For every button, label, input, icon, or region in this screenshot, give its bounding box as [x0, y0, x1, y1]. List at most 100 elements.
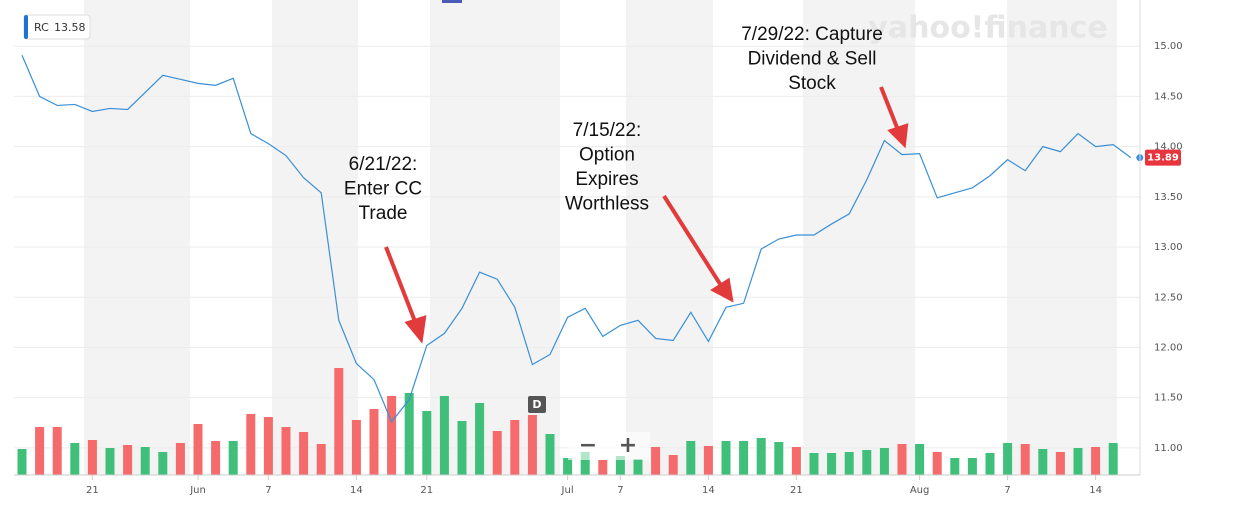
annotation-line: Option	[579, 145, 635, 166]
zoom-in[interactable]: +	[619, 433, 637, 458]
volume-bar	[228, 441, 238, 475]
volume-bar	[739, 441, 749, 475]
volume-bar	[1020, 444, 1030, 475]
event-marker[interactable]: D	[528, 396, 546, 413]
x-ticks: 21 Jun 7 14 21 Jul 7 14 21 Aug 7 14	[86, 475, 1102, 496]
volume-bar	[510, 420, 520, 475]
volume-bar	[158, 452, 168, 475]
x-tick-label: 21	[86, 485, 99, 496]
x-tick-label: 7	[617, 485, 623, 496]
volume-bar	[70, 443, 80, 475]
volume-bar	[492, 431, 502, 475]
x-tick-label: Jun	[189, 485, 206, 496]
volume-bar	[175, 443, 185, 475]
arrows	[384, 86, 909, 344]
annotation-line: 7/29/22: Capture	[741, 24, 883, 45]
volume-bar	[299, 432, 309, 475]
volume-bar	[668, 455, 678, 475]
annotation-line: Expires	[575, 169, 638, 190]
y-tick-label: 12.00	[1154, 342, 1183, 353]
volume-bar	[457, 421, 467, 475]
volume-bar	[1055, 452, 1065, 475]
annotation-line: Worthless	[565, 194, 649, 215]
volume-bar	[721, 441, 731, 475]
volume-bar	[915, 444, 925, 475]
y-tick-label: 12.50	[1154, 292, 1183, 303]
volume-bar	[35, 427, 45, 475]
last-price-label: 13.89	[1147, 153, 1179, 164]
volume-bar	[615, 456, 625, 475]
volume-bar	[844, 452, 854, 475]
volume-bar	[756, 438, 766, 475]
volume-bar	[369, 409, 379, 475]
event-letter: D	[532, 398, 541, 411]
volume-bar	[545, 434, 555, 475]
x-tick-label: 7	[1004, 485, 1010, 496]
volume-bar	[351, 420, 361, 475]
annotation-line: 6/21/22:	[349, 154, 418, 175]
volume	[17, 368, 1118, 475]
volume-bar	[827, 453, 837, 475]
watermark: yahoo!finance	[868, 11, 1107, 46]
volume-bar	[651, 447, 661, 475]
zoom-out[interactable]: −	[579, 433, 597, 458]
volume-bar	[862, 450, 872, 475]
x-tick-label: Jul	[561, 485, 574, 496]
volume-bar	[1091, 447, 1101, 475]
volume-bar	[422, 411, 432, 475]
volume-bar	[879, 448, 889, 475]
volume-bar	[985, 453, 995, 475]
volume-bar	[404, 393, 414, 475]
volume-bar	[527, 415, 537, 475]
volume-bar	[140, 447, 150, 475]
volume-bar	[211, 441, 221, 475]
volume-bar	[387, 396, 397, 475]
volume-bar	[263, 417, 273, 475]
volume-bar	[281, 427, 291, 475]
volume-bar	[1038, 449, 1048, 475]
y-tick-label: 13.00	[1154, 242, 1183, 253]
y-tick-label: 11.50	[1154, 393, 1183, 404]
y-tick-label: 13.50	[1154, 192, 1183, 203]
annotation-line: Trade	[359, 203, 408, 224]
volume-bar	[105, 448, 115, 475]
x-tick-label: 21	[790, 485, 803, 496]
x-tick-label: 14	[702, 485, 715, 496]
zoom-controls: − +	[568, 432, 650, 460]
volume-bar	[1108, 443, 1118, 475]
volume-bar	[703, 446, 713, 475]
volume-bar	[950, 458, 960, 475]
x-tick-label: Aug	[910, 485, 930, 496]
volume-bar	[686, 441, 696, 475]
volume-bar	[475, 403, 485, 475]
price: 13.89	[21, 54, 1181, 423]
volume-bar	[87, 440, 97, 475]
volume-bar	[774, 442, 784, 475]
volume-bar	[1073, 448, 1083, 475]
x-tick-label: 21	[420, 485, 433, 496]
legend: RC 13.58	[23, 14, 91, 40]
volume-bar	[246, 414, 256, 475]
volume-bar	[791, 447, 801, 475]
volume-bar	[316, 444, 326, 475]
legend-value: 13.58	[54, 21, 86, 34]
volume-bar	[123, 445, 133, 475]
annotation-line: Enter CC	[344, 179, 422, 200]
volume-bar	[1003, 443, 1013, 475]
annotation-line: Stock	[788, 73, 836, 94]
volume-bar	[52, 427, 62, 475]
x-tick-label: 7	[265, 485, 271, 496]
x-tick-label: 14	[350, 485, 363, 496]
volume-bar	[897, 444, 907, 475]
y-tick-label: 11.00	[1154, 443, 1183, 454]
volume-bar	[17, 449, 27, 475]
x-tick-label: 14	[1089, 485, 1102, 496]
annotation-line: Dividend & Sell	[748, 49, 877, 70]
annotation-line: 7/15/22:	[573, 120, 642, 141]
volume-bar	[563, 458, 573, 475]
price-line	[21, 54, 1132, 423]
y-tick-label: 14.00	[1154, 142, 1183, 153]
volume-bar	[598, 460, 608, 475]
